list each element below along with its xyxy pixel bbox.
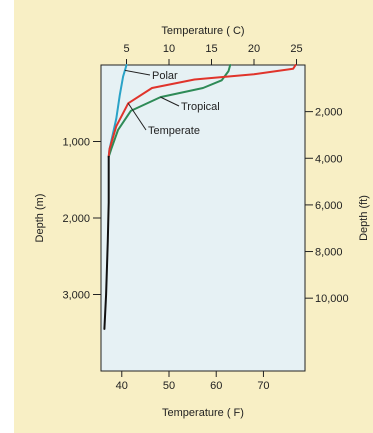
- bottom-tick-label: 50: [163, 380, 175, 392]
- bottom-tick-label: 40: [116, 380, 128, 392]
- annotation-temperate: Temperate: [148, 125, 200, 137]
- annotation-leader-line: [160, 96, 180, 107]
- right-tick-label: 10,000: [315, 293, 349, 305]
- top-tick-label: 20: [248, 43, 260, 55]
- bottom-axis-title: Temperature ( F): [162, 407, 244, 419]
- annotation-leader-line: [127, 102, 147, 131]
- top-axis-title: Temperature ( C): [161, 25, 244, 37]
- left-tick-label: 2,000: [62, 213, 90, 225]
- left-axis-title: Depth (m): [34, 194, 46, 243]
- bottom-tick-label: 70: [257, 380, 269, 392]
- tropical-profile-line: [107, 64, 232, 158]
- top-tick-label: 10: [163, 43, 175, 55]
- temperate-profile-line: [107, 64, 297, 158]
- right-tick-label: 2,000: [315, 107, 343, 119]
- top-tick-label: 15: [205, 43, 217, 55]
- left-tick-label: 3,000: [62, 290, 90, 302]
- left-tick-label: 1,000: [62, 137, 90, 149]
- right-axis-title: Depth (ft): [358, 195, 370, 241]
- deep-water-profile-line: [103, 155, 110, 330]
- top-tick-label: 5: [123, 43, 129, 55]
- right-tick-label: 4,000: [315, 153, 343, 165]
- right-tick-label: 6,000: [315, 200, 343, 212]
- annotation-tropical: Tropical: [181, 101, 220, 113]
- bottom-tick-label: 60: [210, 380, 222, 392]
- top-tick-label: 25: [290, 43, 302, 55]
- plot-area: [100, 64, 306, 372]
- annotation-polar: Polar: [152, 70, 178, 82]
- right-tick-label: 8,000: [315, 247, 343, 259]
- annotation-leader-line: [124, 69, 151, 76]
